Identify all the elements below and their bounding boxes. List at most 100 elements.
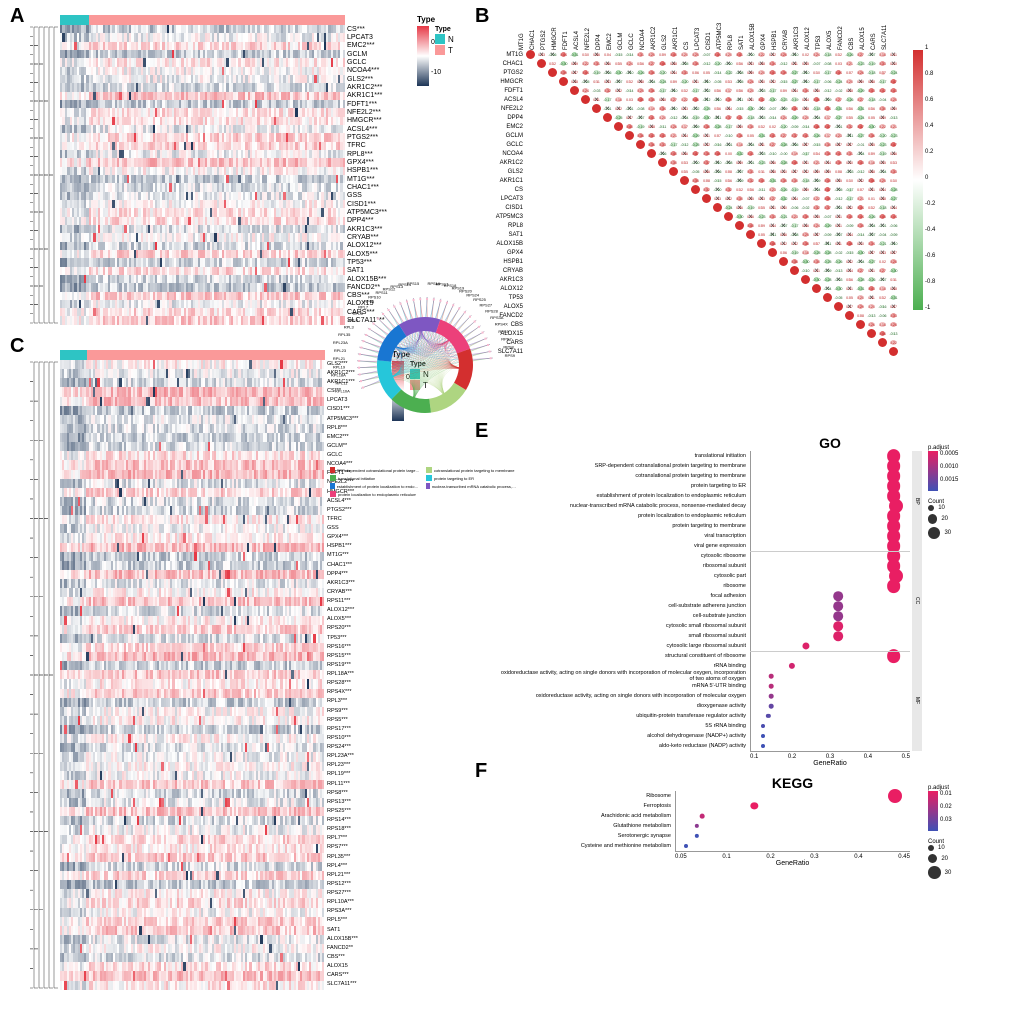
corr-cell: 0.01	[844, 284, 855, 293]
corr-cell: 0.40	[844, 212, 855, 221]
corr-cell: 0.35	[690, 59, 701, 68]
corr-cell: 0.17	[877, 68, 888, 77]
corr-cell: 0.15	[613, 59, 624, 68]
corr-cell	[833, 302, 844, 311]
corr-cell: -0.17	[602, 95, 613, 104]
corr-cell	[624, 284, 635, 293]
corr-cell	[536, 248, 547, 257]
corr-cell: -0.29	[855, 86, 866, 95]
corr-cell	[679, 311, 690, 320]
dot-term-label: SRP-dependent cotranslational protein ta…	[495, 463, 750, 469]
corr-cell	[536, 347, 547, 356]
dot-row: Arachidonic acid metabolism	[495, 811, 970, 821]
gene-label: CRYAB***	[327, 588, 390, 597]
type-legend-title: Type	[435, 26, 454, 33]
corr-cell	[525, 167, 536, 176]
dot-term-label: focal adhesion	[495, 593, 750, 599]
corr-cell: 0.06	[690, 68, 701, 77]
corr-cell	[646, 257, 657, 266]
corr-row-label: CISD1	[495, 205, 525, 211]
corr-cell	[558, 338, 569, 347]
corr-cell	[558, 131, 569, 140]
corr-cell	[657, 203, 668, 212]
dot-term-label: ribosome	[495, 583, 750, 589]
chord-legend-swatch	[330, 467, 335, 473]
corr-cell: 0.06	[767, 158, 778, 167]
corr-cell: -0.09	[811, 176, 822, 185]
corr-cell	[602, 158, 613, 167]
corr-cell: 0.47	[888, 77, 899, 86]
gene-label: ALOX12***	[347, 242, 415, 250]
corr-cell	[657, 212, 668, 221]
chord-outer-label: RPL19	[333, 364, 346, 369]
corr-cell: 0.32	[602, 86, 613, 95]
corr-cell: 0.07	[844, 140, 855, 149]
corr-cell	[701, 266, 712, 275]
dot-point	[766, 714, 770, 718]
corr-cell	[624, 257, 635, 266]
corr-cell: 0.30	[822, 140, 833, 149]
corr-cell	[602, 149, 613, 158]
corr-cell: 0.46	[811, 95, 822, 104]
corr-cell: 0.18	[734, 140, 745, 149]
corr-cell: -0.06	[877, 311, 888, 320]
corr-cell	[536, 86, 547, 95]
dot-row: cell-substrate adherens junction	[495, 601, 970, 611]
corr-cell	[536, 158, 547, 167]
corr-cell	[701, 302, 712, 311]
facet-strip: BP	[912, 451, 922, 551]
corr-cell: -0.20	[679, 77, 690, 86]
corr-cell	[602, 140, 613, 149]
dot-term-label: establishment of protein localization to…	[495, 493, 750, 499]
dot-term-label: translational initiation	[495, 453, 750, 459]
corr-cell: 0.39	[833, 158, 844, 167]
corr-cell	[778, 311, 789, 320]
corr-cell: 0.08	[635, 77, 646, 86]
corr-cell	[613, 131, 624, 140]
gene-label: RPS16***	[327, 643, 390, 652]
corr-cell	[635, 338, 646, 347]
corr-cell: 0.27	[855, 50, 866, 59]
corr-cell	[679, 203, 690, 212]
corr-cell	[657, 320, 668, 329]
corr-cell	[525, 302, 536, 311]
corr-cell	[624, 311, 635, 320]
corr-cell	[635, 275, 646, 284]
corr-cell: 0.09	[866, 149, 877, 158]
corr-cell: 0.17	[811, 239, 822, 248]
corr-cell: -0.13	[833, 266, 844, 275]
type-legend-t: T	[435, 45, 454, 55]
corr-cell: -0.24	[833, 77, 844, 86]
corr-col-label: CHAC1	[530, 39, 536, 50]
chord-outer-label: RPL8	[364, 299, 375, 304]
corr-cell	[591, 185, 602, 194]
gene-label: RPS9***	[327, 707, 390, 716]
corr-cell: -0.00	[712, 185, 723, 194]
corr-cell	[855, 329, 866, 338]
corr-cell	[778, 329, 789, 338]
corr-cell	[778, 266, 789, 275]
dot-row: dioxygenase activity	[495, 701, 970, 711]
corr-cell	[558, 239, 569, 248]
corr-row-label: EMC2	[495, 124, 525, 130]
corr-cell: 0.39	[723, 95, 734, 104]
corr-cell: -0.14	[712, 68, 723, 77]
panel-label-f: F	[475, 760, 487, 783]
corr-cell	[635, 212, 646, 221]
corr-cell	[800, 311, 811, 320]
corr-cell: 0.21	[855, 194, 866, 203]
corr-cell: 0.25	[646, 50, 657, 59]
corr-cell	[591, 329, 602, 338]
corr-cell: 0.04	[844, 266, 855, 275]
corr-cell: -0.23	[756, 158, 767, 167]
corr-cell	[591, 158, 602, 167]
corr-cell	[756, 311, 767, 320]
corr-col-label: TP53	[816, 39, 822, 50]
corr-cell: -0.17	[668, 140, 679, 149]
corr-cell	[547, 131, 558, 140]
corr-cell: -0.25	[613, 113, 624, 122]
chord-legend-swatch	[426, 483, 430, 489]
corr-cell	[679, 248, 690, 257]
dot-track	[750, 531, 910, 541]
corr-cell: 0.24	[580, 86, 591, 95]
